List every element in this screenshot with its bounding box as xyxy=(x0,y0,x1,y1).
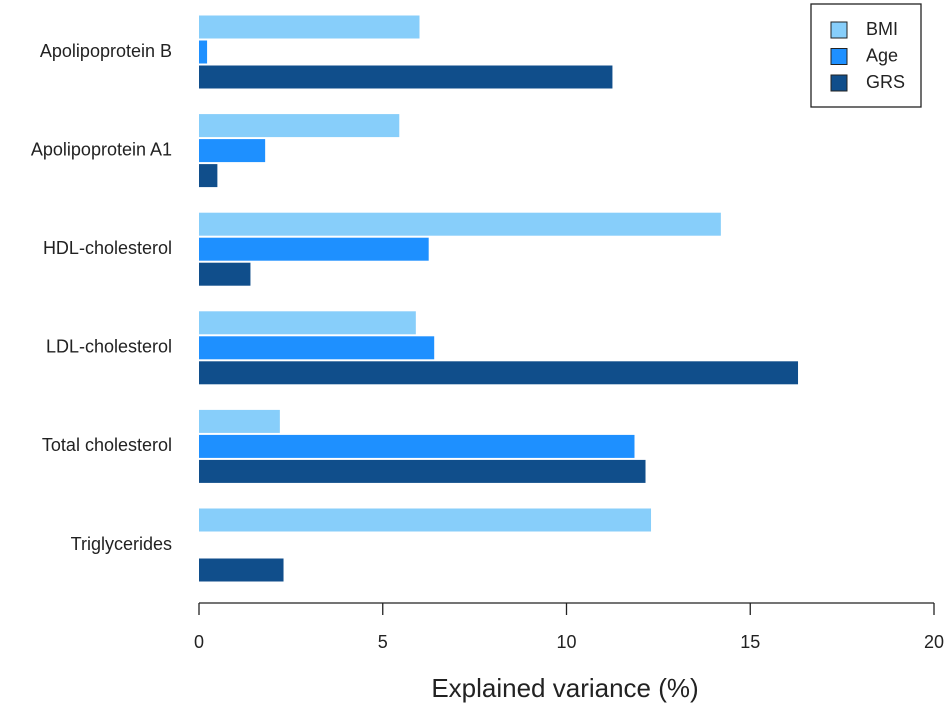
y-tick-label: Apolipoprotein A1 xyxy=(31,139,172,159)
bar xyxy=(199,65,613,89)
bar xyxy=(199,409,280,433)
bar xyxy=(199,164,218,188)
bar xyxy=(199,212,721,236)
bar xyxy=(199,237,429,261)
y-tick-label: Total cholesterol xyxy=(42,435,172,455)
bar xyxy=(199,40,208,64)
legend-label: BMI xyxy=(866,19,898,39)
x-axis-title: Explained variance (%) xyxy=(431,673,698,703)
y-tick-label: Triglycerides xyxy=(71,534,172,554)
y-tick-label: Apolipoprotein B xyxy=(40,41,172,61)
bar xyxy=(199,311,416,335)
bar xyxy=(199,558,284,582)
legend-label: Age xyxy=(866,45,898,65)
bar xyxy=(199,508,652,532)
legend-swatch xyxy=(830,48,848,65)
bar xyxy=(199,434,635,458)
x-tick-label: 20 xyxy=(924,632,944,652)
bar xyxy=(199,15,420,39)
y-tick-label: LDL-cholesterol xyxy=(46,337,172,357)
legend-box xyxy=(810,3,922,108)
legend-label: GRS xyxy=(866,72,905,92)
legend-swatch xyxy=(830,21,848,39)
x-tick-label: 10 xyxy=(556,632,576,652)
bar xyxy=(199,262,251,286)
x-tick-label: 15 xyxy=(740,632,760,652)
y-tick-label: HDL-cholesterol xyxy=(43,238,172,258)
bar xyxy=(199,336,435,360)
bar xyxy=(199,459,646,483)
x-tick-label: 5 xyxy=(378,632,388,652)
bar xyxy=(199,361,799,385)
legend-swatch xyxy=(830,74,848,92)
bar xyxy=(199,114,400,138)
bar xyxy=(199,139,266,163)
x-tick-label: 0 xyxy=(194,632,204,652)
